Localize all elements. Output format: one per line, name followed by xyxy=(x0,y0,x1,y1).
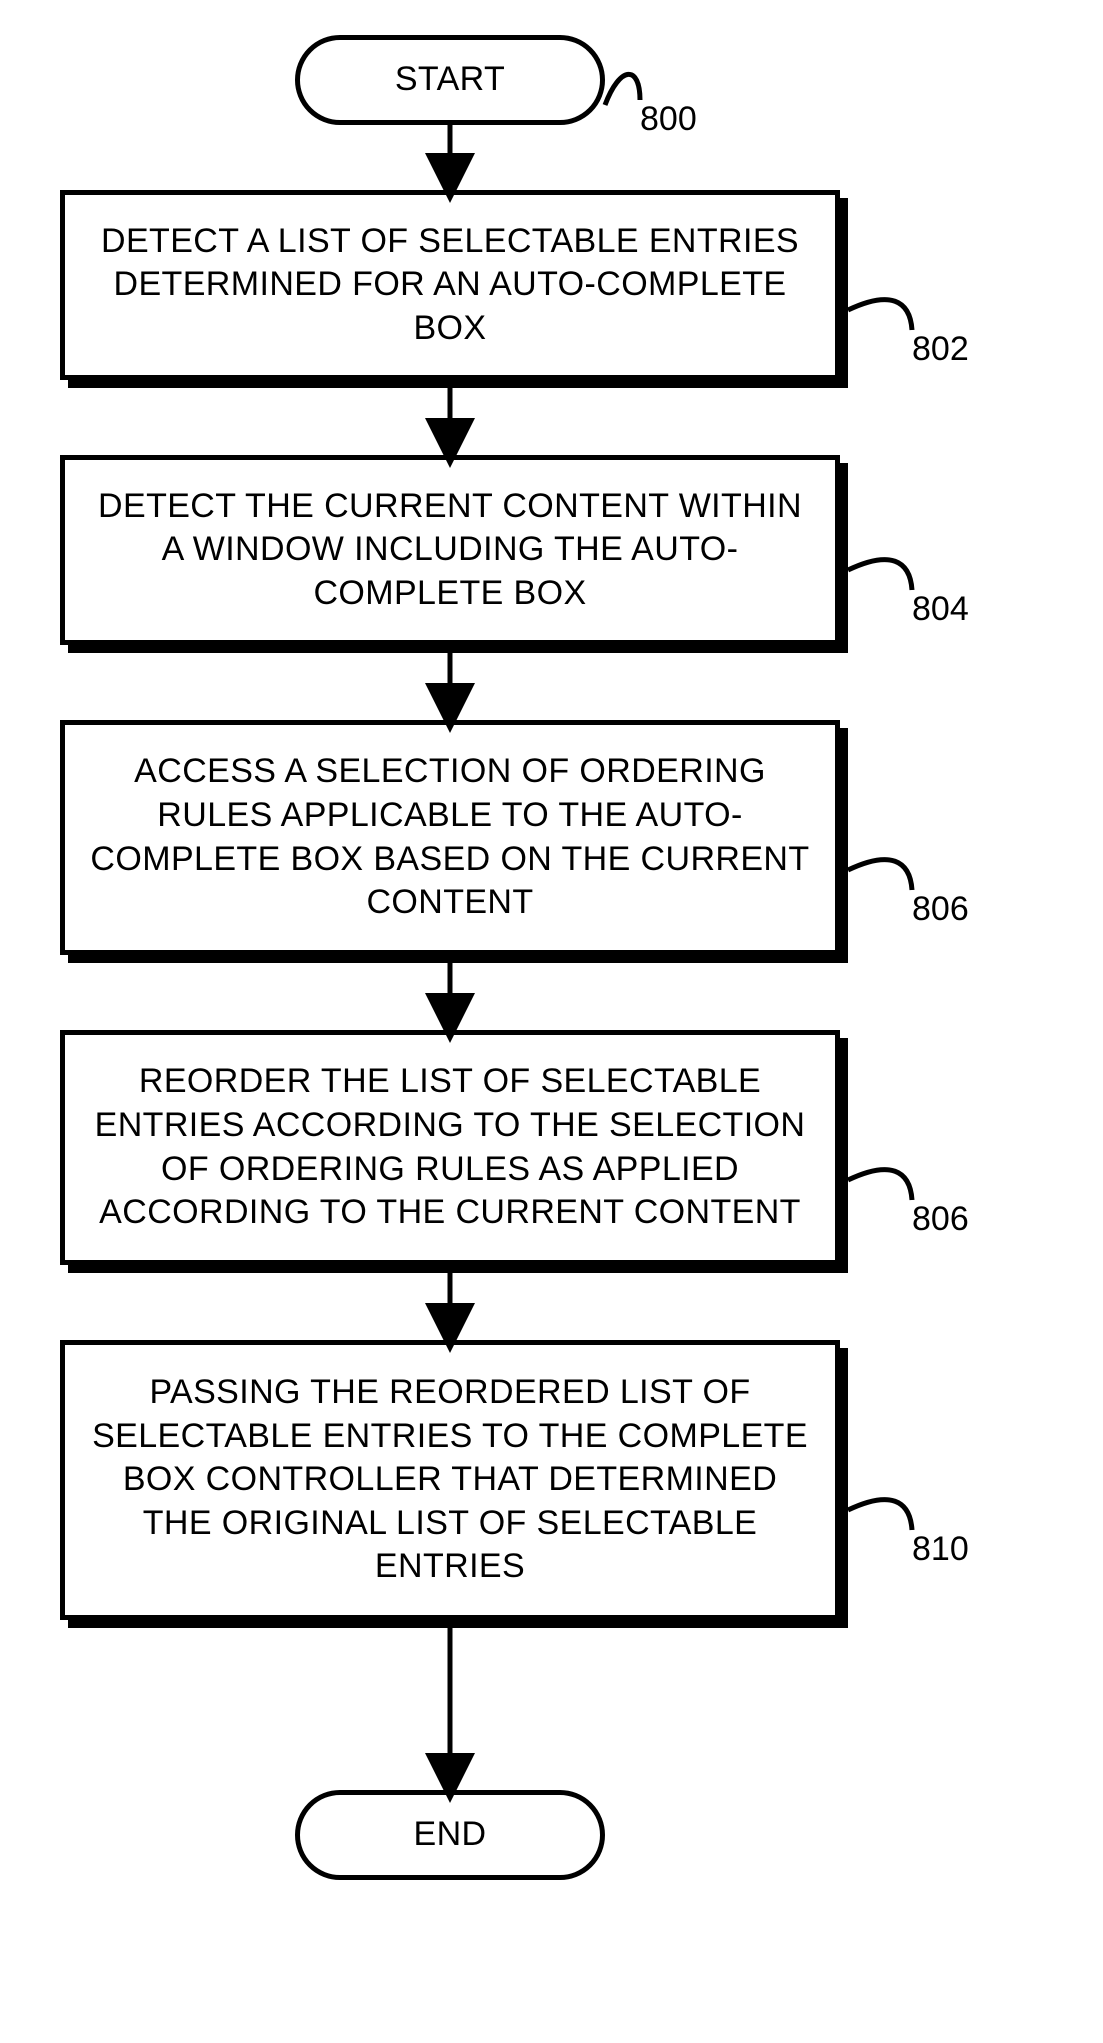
n802-node: DETECT A LIST OF SELECTABLE ENTRIES DETE… xyxy=(60,190,840,380)
ref-800: 800 xyxy=(640,100,697,139)
ref-804: 804 xyxy=(912,590,969,629)
end-node: END xyxy=(295,1790,605,1880)
n802-label: DETECT A LIST OF SELECTABLE ENTRIES DETE… xyxy=(89,220,811,351)
end-label: END xyxy=(414,1813,487,1857)
flowchart-canvas: START DETECT A LIST OF SELECTABLE ENTRIE… xyxy=(0,0,1103,2043)
ref-806a: 806 xyxy=(912,890,969,929)
start-label: START xyxy=(395,58,505,102)
n810-label: PASSING THE REORDERED LIST OF SELECTABLE… xyxy=(89,1371,811,1589)
n806a-label: ACCESS A SELECTION OF ORDERING RULES APP… xyxy=(89,750,811,924)
n806a-node: ACCESS A SELECTION OF ORDERING RULES APP… xyxy=(60,720,840,955)
leader-802 xyxy=(848,300,912,330)
n806b-node: REORDER THE LIST OF SELECTABLE ENTRIES A… xyxy=(60,1030,840,1265)
ref-802: 802 xyxy=(912,330,969,369)
leader-810 xyxy=(848,1500,912,1530)
ref-810: 810 xyxy=(912,1530,969,1569)
n810-node: PASSING THE REORDERED LIST OF SELECTABLE… xyxy=(60,1340,840,1620)
leader-806b xyxy=(848,1170,912,1200)
leader-804 xyxy=(848,560,912,590)
start-node: START xyxy=(295,35,605,125)
n806b-label: REORDER THE LIST OF SELECTABLE ENTRIES A… xyxy=(89,1060,811,1234)
leader-806a xyxy=(848,860,912,890)
n804-label: DETECT THE CURRENT CONTENT WITHIN A WIND… xyxy=(89,485,811,616)
n804-node: DETECT THE CURRENT CONTENT WITHIN A WIND… xyxy=(60,455,840,645)
leader-800 xyxy=(605,74,640,105)
ref-806b: 806 xyxy=(912,1200,969,1239)
